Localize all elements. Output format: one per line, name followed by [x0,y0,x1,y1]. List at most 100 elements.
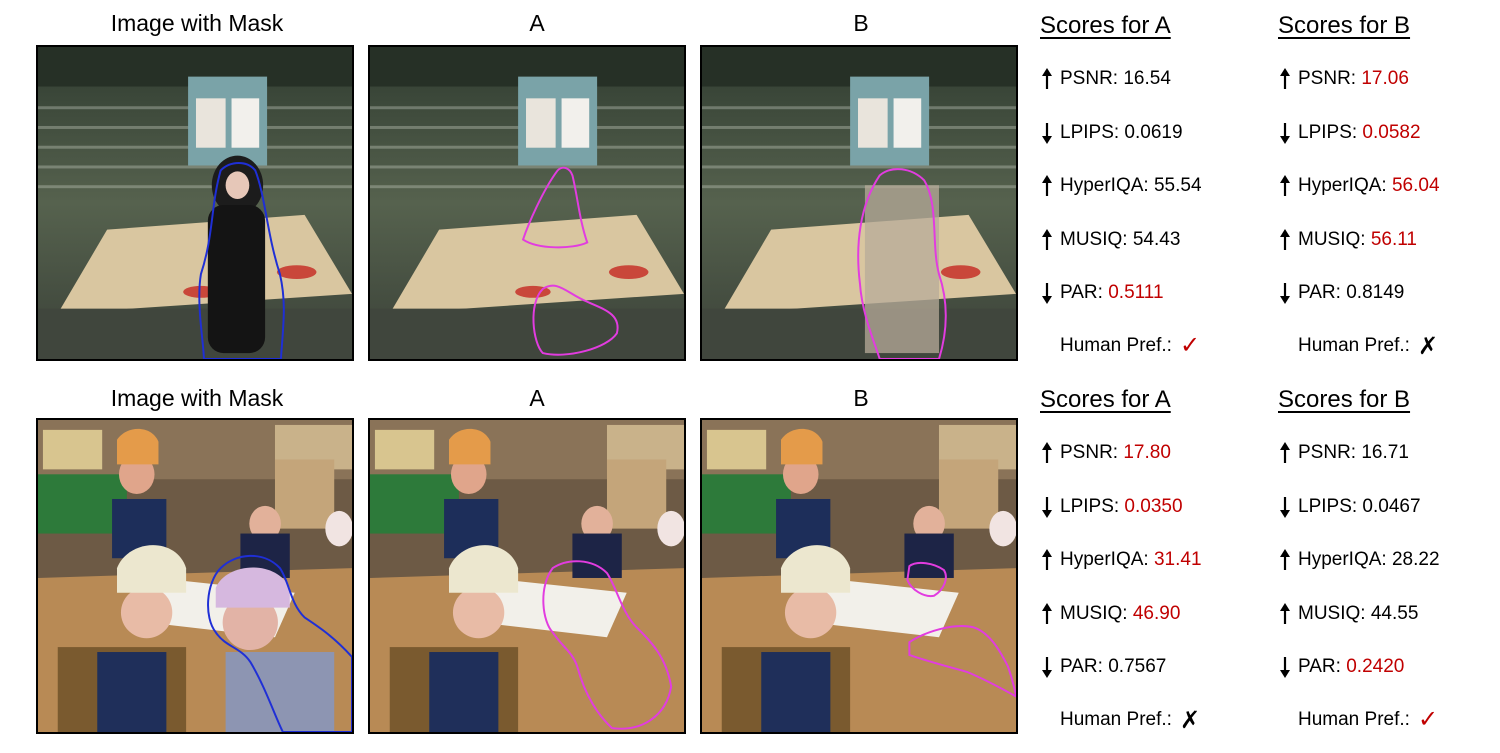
metric-row: MUSIQ: 54.43 [1040,228,1181,251]
metric-name: LPIPS: [1060,121,1125,143]
cross-icon: ✗ [1179,705,1201,734]
arrow-down-icon [1278,656,1292,678]
human-pref-label: Human Pref.: [1060,334,1172,356]
arrow-up-icon [1278,175,1292,197]
metric-value: 54.43 [1132,228,1181,250]
metric-row: LPIPS: 0.0350 [1040,496,1183,518]
metric-value: 0.0467 [1362,495,1421,517]
metric-row: HyperIQA: 55.54 [1040,175,1202,197]
metric-row: PSNR: 17.80 [1040,442,1171,464]
metric-row: PSNR: 17.06 [1278,68,1409,90]
metric-value: 0.0582 [1362,121,1421,143]
metric-value: 56.04 [1391,175,1440,196]
metric-name: PSNR: [1298,442,1362,463]
human-pref-label: Human Pref.: [1298,708,1410,730]
caption-b: B [853,10,869,36]
arena-result-b [700,45,1018,361]
metric-row: LPIPS: 0.0619 [1040,122,1183,144]
metric-row: MUSIQ: 46.90 [1040,602,1181,625]
metric-name: LPIPS: [1298,495,1363,517]
metric-value: 31.41 [1153,549,1202,570]
metric-value: 0.5111 [1108,282,1164,303]
metric-value: 0.8149 [1346,282,1405,303]
metric-row: LPIPS: 0.0467 [1278,496,1421,518]
arrow-up-icon [1278,68,1292,90]
arrow-down-icon [1040,122,1054,144]
arrow-down-icon [1278,122,1292,144]
metric-name: MUSIQ: [1060,602,1133,624]
metric-name: HyperIQA: [1060,549,1154,570]
metric-row: LPIPS: 0.0582 [1278,122,1421,144]
arrow-up-icon [1040,442,1054,464]
caption-image-with-mask: Image with Mask [110,10,284,36]
metric-name: LPIPS: [1060,495,1125,517]
metric-row: PAR: 0.7567 [1040,656,1166,678]
metric-name: MUSIQ: [1298,228,1371,250]
metric-name: HyperIQA: [1298,175,1392,196]
scores-b-title: Scores for B [1278,12,1411,39]
metric-value: 46.90 [1132,602,1181,624]
metric-name: PAR: [1060,656,1109,677]
metric-value: 0.0350 [1124,495,1183,517]
human-preference: Human Pref.: ✓ [1060,331,1201,359]
metric-row: MUSIQ: 56.11 [1278,228,1417,251]
metric-row: HyperIQA: 28.22 [1278,549,1440,571]
metric-value: 17.80 [1123,442,1171,463]
checkmark-icon: ✓ [1179,331,1201,359]
arrow-down-icon [1040,282,1054,304]
arrow-up-icon [1040,228,1054,251]
arrow-down-icon [1040,496,1054,518]
metric-value: 0.0619 [1124,121,1183,143]
metric-value: 44.55 [1370,602,1419,624]
metric-row: PSNR: 16.54 [1040,68,1171,90]
caption-image-with-mask: Image with Mask [110,385,284,411]
metric-name: PAR: [1298,656,1347,677]
metric-row: MUSIQ: 44.55 [1278,602,1419,625]
metric-value: 0.7567 [1108,656,1167,677]
arrow-down-icon [1040,656,1054,678]
metric-name: PSNR: [1060,442,1124,463]
cross-icon: ✗ [1417,331,1439,360]
metric-row: PSNR: 16.71 [1278,442,1409,464]
metric-name: PAR: [1298,282,1347,303]
metric-name: HyperIQA: [1298,549,1392,570]
arrow-up-icon [1040,175,1054,197]
human-preference: Human Pref.: ✗ [1298,334,1438,358]
caption-a: A [529,385,545,411]
human-pref-label: Human Pref.: [1060,708,1172,730]
caption-a: A [529,10,545,36]
metric-name: LPIPS: [1298,121,1363,143]
arrow-up-icon [1040,68,1054,90]
caption-b: B [853,385,869,411]
arrow-up-icon [1278,602,1292,625]
human-pref-label: Human Pref.: [1298,334,1410,356]
human-preference: Human Pref.: ✓ [1298,705,1439,733]
classroom-result-b [700,418,1018,734]
metric-name: MUSIQ: [1060,228,1133,250]
metric-value: 56.11 [1370,228,1417,250]
arrow-up-icon [1040,549,1054,571]
metric-row: HyperIQA: 56.04 [1278,175,1440,197]
metric-value: 0.2420 [1346,656,1405,677]
arrow-up-icon [1278,549,1292,571]
checkmark-icon: ✓ [1417,705,1439,733]
metric-row: PAR: 0.2420 [1278,656,1404,678]
metric-name: PSNR: [1298,68,1362,89]
arena-result-a [368,45,686,361]
scores-b-title: Scores for B [1278,386,1411,413]
metric-name: MUSIQ: [1298,602,1371,624]
metric-value: 16.54 [1123,68,1171,89]
metric-name: PSNR: [1060,68,1124,89]
arena-mask-image [36,45,354,361]
scores-a-title: Scores for A [1040,12,1171,39]
metric-value: 55.54 [1153,175,1202,196]
arrow-up-icon [1278,442,1292,464]
human-preference: Human Pref.: ✗ [1060,708,1200,732]
arrow-up-icon [1040,602,1054,625]
metric-row: PAR: 0.8149 [1278,282,1404,304]
scores-a-title: Scores for A [1040,386,1171,413]
arrow-down-icon [1278,282,1292,304]
metric-name: HyperIQA: [1060,175,1154,196]
metric-value: 17.06 [1361,68,1409,89]
classroom-result-a [368,418,686,734]
